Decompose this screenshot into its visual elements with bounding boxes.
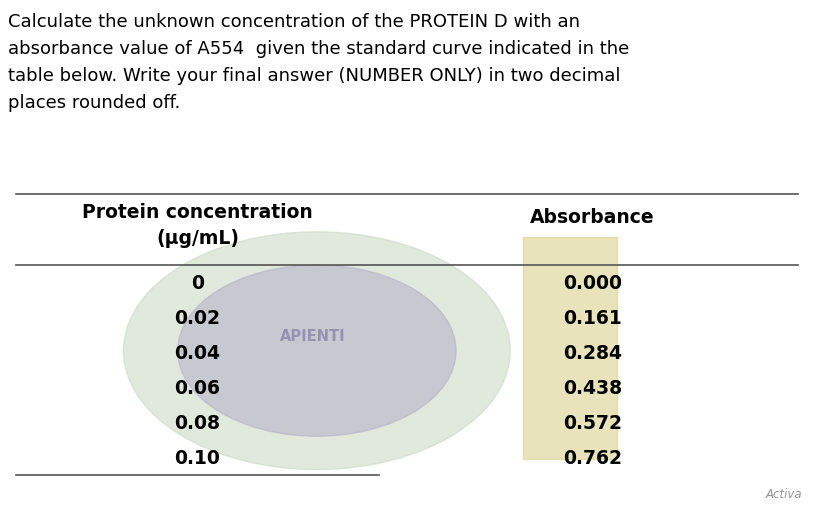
Text: 0.161: 0.161: [563, 308, 622, 327]
Text: 0.10: 0.10: [174, 448, 221, 467]
Text: 0.572: 0.572: [563, 413, 622, 432]
Text: 0.438: 0.438: [563, 378, 622, 397]
Text: Calculate the unknown concentration of the PROTEIN D with an
absorbance value of: Calculate the unknown concentration of t…: [8, 13, 630, 112]
Text: 0.284: 0.284: [563, 343, 622, 362]
Circle shape: [178, 266, 456, 436]
Text: 0: 0: [191, 273, 204, 292]
Text: Activa: Activa: [765, 487, 802, 500]
Text: 0.06: 0.06: [174, 378, 221, 397]
Text: 0.762: 0.762: [563, 448, 622, 467]
Text: 0.02: 0.02: [174, 308, 221, 327]
Text: Protein concentration
(µg/mL): Protein concentration (µg/mL): [82, 203, 313, 247]
Text: 0.08: 0.08: [174, 413, 221, 432]
Text: Absorbance: Absorbance: [530, 208, 655, 227]
Text: 0.04: 0.04: [174, 343, 221, 362]
Text: 0.000: 0.000: [563, 273, 622, 292]
Bar: [523, 237, 617, 460]
Text: APIENTI: APIENTI: [280, 328, 346, 343]
Circle shape: [123, 232, 510, 470]
